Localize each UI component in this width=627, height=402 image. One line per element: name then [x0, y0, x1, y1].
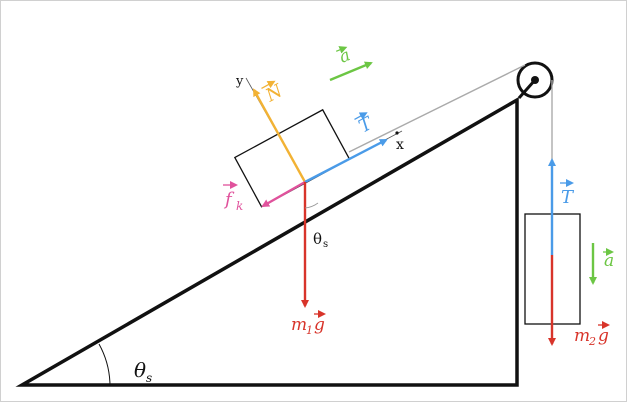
x-axis-tick	[395, 131, 399, 135]
svg-text:1: 1	[306, 324, 313, 337]
normal-force-arrow	[252, 88, 307, 183]
friction-label: f k	[223, 181, 243, 213]
base-angle-arc	[98, 343, 111, 386]
tension-label-block1: T	[354, 112, 378, 137]
svg-text:g: g	[598, 326, 609, 346]
svg-text:k: k	[236, 199, 243, 213]
svg-text:g: g	[314, 315, 325, 335]
tension-label-block2: T	[560, 179, 575, 208]
svg-text:T: T	[561, 187, 575, 208]
svg-text:m: m	[574, 326, 590, 346]
block-angle-arc	[304, 202, 319, 209]
svg-text:a: a	[604, 251, 614, 271]
friction-arrow	[261, 180, 306, 208]
svg-text:m: m	[291, 315, 307, 335]
svg-text:a: a	[336, 45, 353, 67]
rope-incline	[348, 64, 526, 153]
incline-triangle	[15, 96, 519, 387]
svg-text:N: N	[261, 80, 287, 107]
normal-force-label: N	[261, 80, 287, 107]
base-angle-label: θ s	[134, 358, 152, 385]
svg-text:2: 2	[588, 335, 596, 348]
acceleration-label-right: a	[603, 248, 614, 271]
svg-text:s: s	[323, 239, 328, 250]
pulley-mount	[517, 79, 537, 99]
axis-label-y: y	[235, 74, 244, 89]
svg-text:T: T	[355, 112, 377, 137]
block-angle-label: θ s	[313, 230, 328, 250]
svg-text:s: s	[146, 371, 152, 385]
gravity-label-block1: m 1 g	[291, 310, 326, 337]
svg-text:θ: θ	[134, 358, 146, 382]
acceleration-label-top: a	[335, 45, 353, 68]
svg-text:θ: θ	[313, 230, 322, 248]
gravity-label-block2: m 2 g	[574, 321, 610, 348]
svg-text:f: f	[223, 189, 235, 210]
acceleration-arrow-top	[329, 61, 373, 82]
tension-arrow-block1	[304, 138, 388, 184]
axis-label-x: x	[396, 137, 404, 153]
